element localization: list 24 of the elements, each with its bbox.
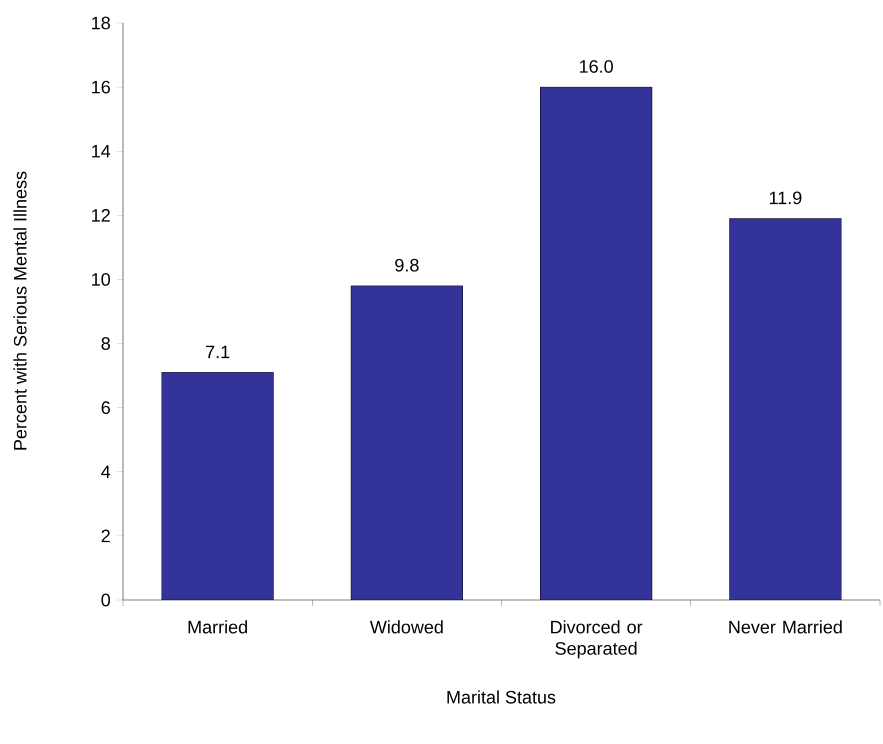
x-tick-label: Never Married	[729, 620, 842, 634]
y-tick-label: 0	[101, 594, 110, 606]
bar	[729, 218, 842, 600]
data-label: 9.8	[395, 258, 419, 272]
y-tick-label: 18	[92, 16, 110, 30]
x-tick-label: Widowed	[370, 620, 443, 634]
y-tick-label: 14	[92, 145, 110, 158]
y-tick-label: 2	[102, 530, 110, 542]
data-label: 11.9	[770, 192, 802, 204]
y-tick-label: 12	[92, 209, 110, 222]
x-tick-label: Divorced or Separated	[551, 620, 642, 658]
y-tick-label: 10	[92, 273, 110, 286]
y-tick-label: 6	[102, 401, 110, 414]
bar	[351, 286, 463, 600]
bar	[540, 87, 652, 600]
data-label: 16.0	[580, 60, 613, 73]
y-tick-label: 4	[101, 466, 110, 478]
y-tick-label: 8	[101, 337, 110, 350]
y-axis-title: Percent with Serious Mental Illness	[13, 172, 27, 450]
data-label: 7.1	[206, 346, 230, 358]
x-axis-title: Marital Status	[447, 690, 556, 704]
x-tick-label: Married	[188, 620, 247, 634]
bar	[162, 372, 274, 600]
y-tick-label: 16	[92, 80, 110, 94]
